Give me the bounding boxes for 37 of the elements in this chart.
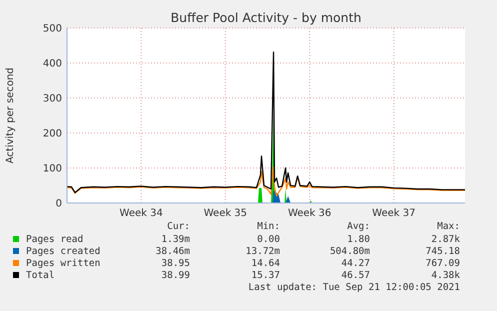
text: 38.95 — [161, 258, 190, 269]
text: 15.37 — [251, 270, 280, 281]
y-tick-label: 400 — [42, 58, 62, 70]
y-tick-label: 0 — [56, 198, 62, 210]
text: 46.57 — [341, 270, 370, 281]
legend-label: Pages written — [26, 258, 100, 269]
text: 1.39m — [161, 234, 190, 245]
x-tick-label: Week 37 — [372, 208, 416, 219]
text: 38.99 — [161, 270, 190, 281]
x-tick-label: Week 34 — [120, 208, 163, 219]
y-axis-title: Activity per second — [5, 67, 16, 164]
legend-label: Pages read — [26, 234, 84, 245]
text: 1.80 — [347, 234, 370, 245]
text: 13.72m — [246, 246, 280, 257]
x-tick-label: Week 35 — [204, 208, 248, 219]
y-tick-label: 300 — [42, 94, 62, 104]
text: 4.38k — [431, 270, 460, 281]
legend-label: Total — [26, 270, 55, 281]
y-tick-label: 100 — [42, 164, 62, 174]
text: Avg: — [347, 221, 370, 232]
text: 14.64 — [251, 258, 280, 269]
text: Min: — [257, 221, 280, 232]
text: 38.46m — [156, 246, 190, 257]
text: Max: — [437, 221, 460, 232]
text: 0.00 — [257, 234, 280, 245]
text: 2.87k — [431, 234, 460, 245]
text: 745.18 — [426, 246, 460, 257]
text: 504.80m — [330, 246, 370, 257]
y-tick-label: 200 — [42, 128, 62, 140]
text: Last update: Tue Sep 21 12:00:05 2021 — [248, 282, 460, 293]
y-tick-label: 500 — [42, 24, 62, 34]
text: 44.27 — [341, 258, 370, 269]
legend-label: Pages created — [26, 246, 100, 257]
text: Cur: — [167, 221, 190, 232]
chart-title: Buffer Pool Activity - by month — [170, 10, 362, 25]
x-tick-label: Week 36 — [288, 208, 332, 219]
text: 767.09 — [426, 258, 460, 269]
